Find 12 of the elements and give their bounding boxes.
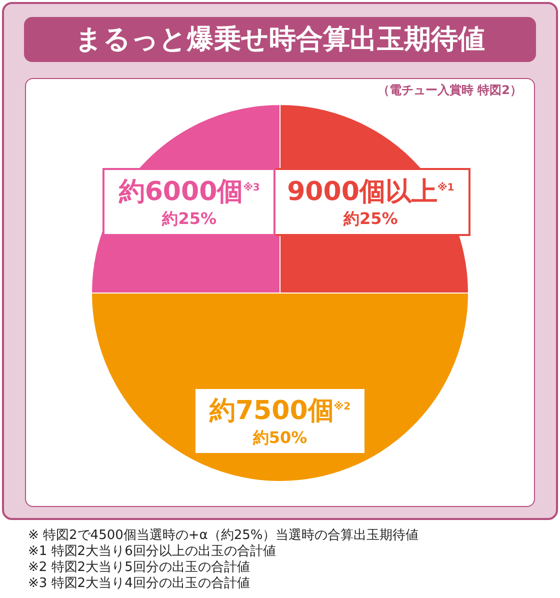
chart-title: まるっと爆乗せ時合算出玉期待値	[24, 17, 536, 62]
text: ※1 特図2大当り6回分以上の出玉の合計値	[28, 544, 277, 560]
slice-label: 約6000個$^{※3}$	[118, 176, 260, 210]
chart-subtitle: （電チュー入賞時 特図2）	[377, 82, 522, 99]
data-label: 約25%	[160, 209, 218, 230]
slice-label: 約7500個$^{※2}$	[209, 395, 351, 428]
data-label: 約25%	[342, 209, 399, 230]
text: ※2 特図2大当り5回分の出玉の合計値	[28, 560, 251, 576]
slice-label: 9000個以上$^{※1}$	[287, 176, 454, 210]
text: ※3 特図2大当り4回分の出玉の合計値	[28, 576, 251, 592]
data-label: 約50%	[252, 428, 308, 450]
text: ※ 特図2で4500個当選時の+α（約25%）当選時の合算出玉期待値	[28, 528, 419, 544]
